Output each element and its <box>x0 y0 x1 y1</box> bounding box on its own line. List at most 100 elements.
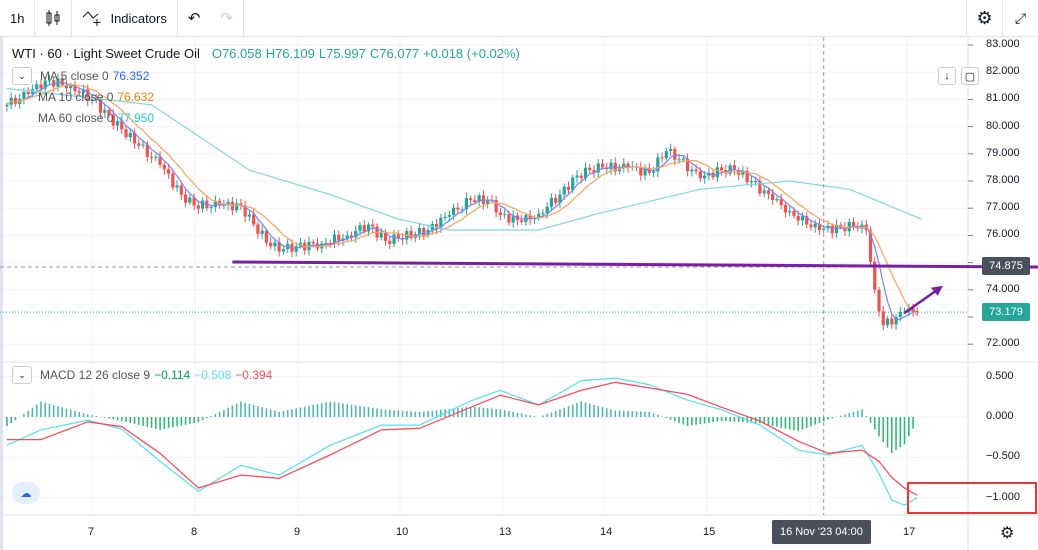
candle <box>520 220 524 222</box>
tradingview-logo[interactable]: ☁ <box>12 482 40 504</box>
candle <box>277 242 281 252</box>
open-value: O76.058 <box>211 46 262 61</box>
macd-label[interactable]: MACD 12 26 close 9 <box>40 368 151 382</box>
candle <box>149 156 154 158</box>
price-axis-label: 76.000 <box>986 228 1020 241</box>
candle <box>183 194 188 203</box>
candle <box>209 207 213 209</box>
candle <box>86 89 90 101</box>
candle <box>460 209 464 211</box>
candle <box>128 132 132 138</box>
maximize-pane-button[interactable]: ▢ <box>961 67 979 85</box>
candle <box>26 91 30 94</box>
macd-histogram-value: −0.114 <box>154 368 191 382</box>
candle <box>243 205 247 217</box>
macd-axis-label: −1.000 <box>986 490 1020 503</box>
candle <box>162 164 166 170</box>
candle <box>192 197 196 206</box>
price-axis-label: 78.000 <box>986 174 1020 186</box>
candle <box>741 170 745 175</box>
candle <box>873 261 877 290</box>
candle <box>473 200 477 202</box>
candle <box>5 104 9 107</box>
candle <box>775 199 779 201</box>
candle <box>728 165 732 174</box>
candle <box>498 212 502 215</box>
undo-button[interactable]: ↶ <box>178 0 211 36</box>
ma60-line <box>6 87 922 231</box>
candle <box>894 317 898 325</box>
price-axis-label: 81.000 <box>986 92 1020 105</box>
price-axis-label: 77.000 <box>986 201 1020 214</box>
symbol-legend: WTI · 60 · Light Sweet Crude Oil O76.058… <box>12 46 520 61</box>
candle <box>103 109 107 113</box>
symbol-title[interactable]: WTI · 60 · Light Sweet Crude Oil <box>12 46 200 61</box>
candle <box>813 223 817 228</box>
collapse-macd-button[interactable]: ⌄ <box>12 366 32 384</box>
ma60-legend: MA 60 close 0 77.950 <box>38 111 154 125</box>
low-value: L75.997 <box>318 46 366 61</box>
candle <box>383 233 388 241</box>
chart-canvas[interactable] <box>0 37 1038 550</box>
candle <box>749 181 753 183</box>
macd-line-value: −0.508 <box>194 368 232 382</box>
candle <box>281 249 286 252</box>
candle <box>269 242 273 247</box>
candle <box>477 195 481 202</box>
candle <box>588 167 592 171</box>
ma5-line <box>6 81 918 321</box>
candle <box>809 224 813 228</box>
last-price-tag: 73.179 <box>982 303 1030 321</box>
candle <box>35 84 39 90</box>
indicators-button[interactable]: Indicators <box>72 0 178 36</box>
move-pane-down-button[interactable]: ↓ <box>938 67 956 85</box>
crosshair-time-label: 16 Nov '23 04:00 <box>772 520 871 544</box>
macd-axis-label: 0.000 <box>986 410 1014 422</box>
candle <box>447 215 451 217</box>
maximize-icon: ▢ <box>964 70 976 83</box>
fullscreen-button[interactable]: ⤢ <box>1002 0 1038 36</box>
candle <box>124 129 128 138</box>
candle <box>137 143 141 146</box>
ma60-label[interactable]: MA 60 close 0 <box>38 111 114 125</box>
candle <box>851 221 856 227</box>
redo-button[interactable]: ↷ <box>210 0 244 36</box>
candle <box>788 210 792 213</box>
ma5-label[interactable]: MA 5 close 0 <box>40 69 109 83</box>
candle <box>494 200 498 213</box>
top-toolbar: 1h Indicators ↶ ↷ ⚙ ⤢ <box>0 0 1038 37</box>
candle <box>549 197 554 207</box>
redo-icon: ↷ <box>220 10 233 27</box>
candle <box>43 80 47 89</box>
settings-button[interactable]: ⚙ <box>966 0 1002 36</box>
candle <box>434 223 439 229</box>
collapse-legend-button[interactable]: ⌄ <box>12 67 32 85</box>
chart-settings-gear-icon[interactable]: ⚙ <box>1000 525 1015 542</box>
candle <box>503 214 507 216</box>
candle <box>817 223 822 230</box>
candle <box>898 311 902 317</box>
interval-button[interactable]: 1h <box>0 0 36 36</box>
candle <box>64 84 69 89</box>
candle <box>260 230 264 234</box>
candle <box>779 199 783 206</box>
candle <box>111 114 115 126</box>
candle <box>885 318 890 326</box>
candle <box>792 210 796 216</box>
candle <box>73 85 77 92</box>
price-axis-label: 83.000 <box>986 38 1020 50</box>
price-axis-label: 82.000 <box>986 65 1020 78</box>
candle <box>575 175 579 178</box>
candle <box>622 163 626 168</box>
macd-axis-label: −0.500 <box>986 450 1020 463</box>
candle <box>800 216 805 221</box>
candle <box>69 85 73 89</box>
ma10-value: 76.632 <box>117 90 155 104</box>
candle <box>256 224 260 234</box>
chart-type-button[interactable] <box>35 0 73 36</box>
candle <box>843 227 847 232</box>
candle <box>554 197 558 203</box>
ma5-legend: ⌄ MA 5 close 0 76.352 <box>12 67 149 85</box>
ma10-label[interactable]: MA 10 close 0 <box>38 90 114 104</box>
candle <box>396 234 400 239</box>
